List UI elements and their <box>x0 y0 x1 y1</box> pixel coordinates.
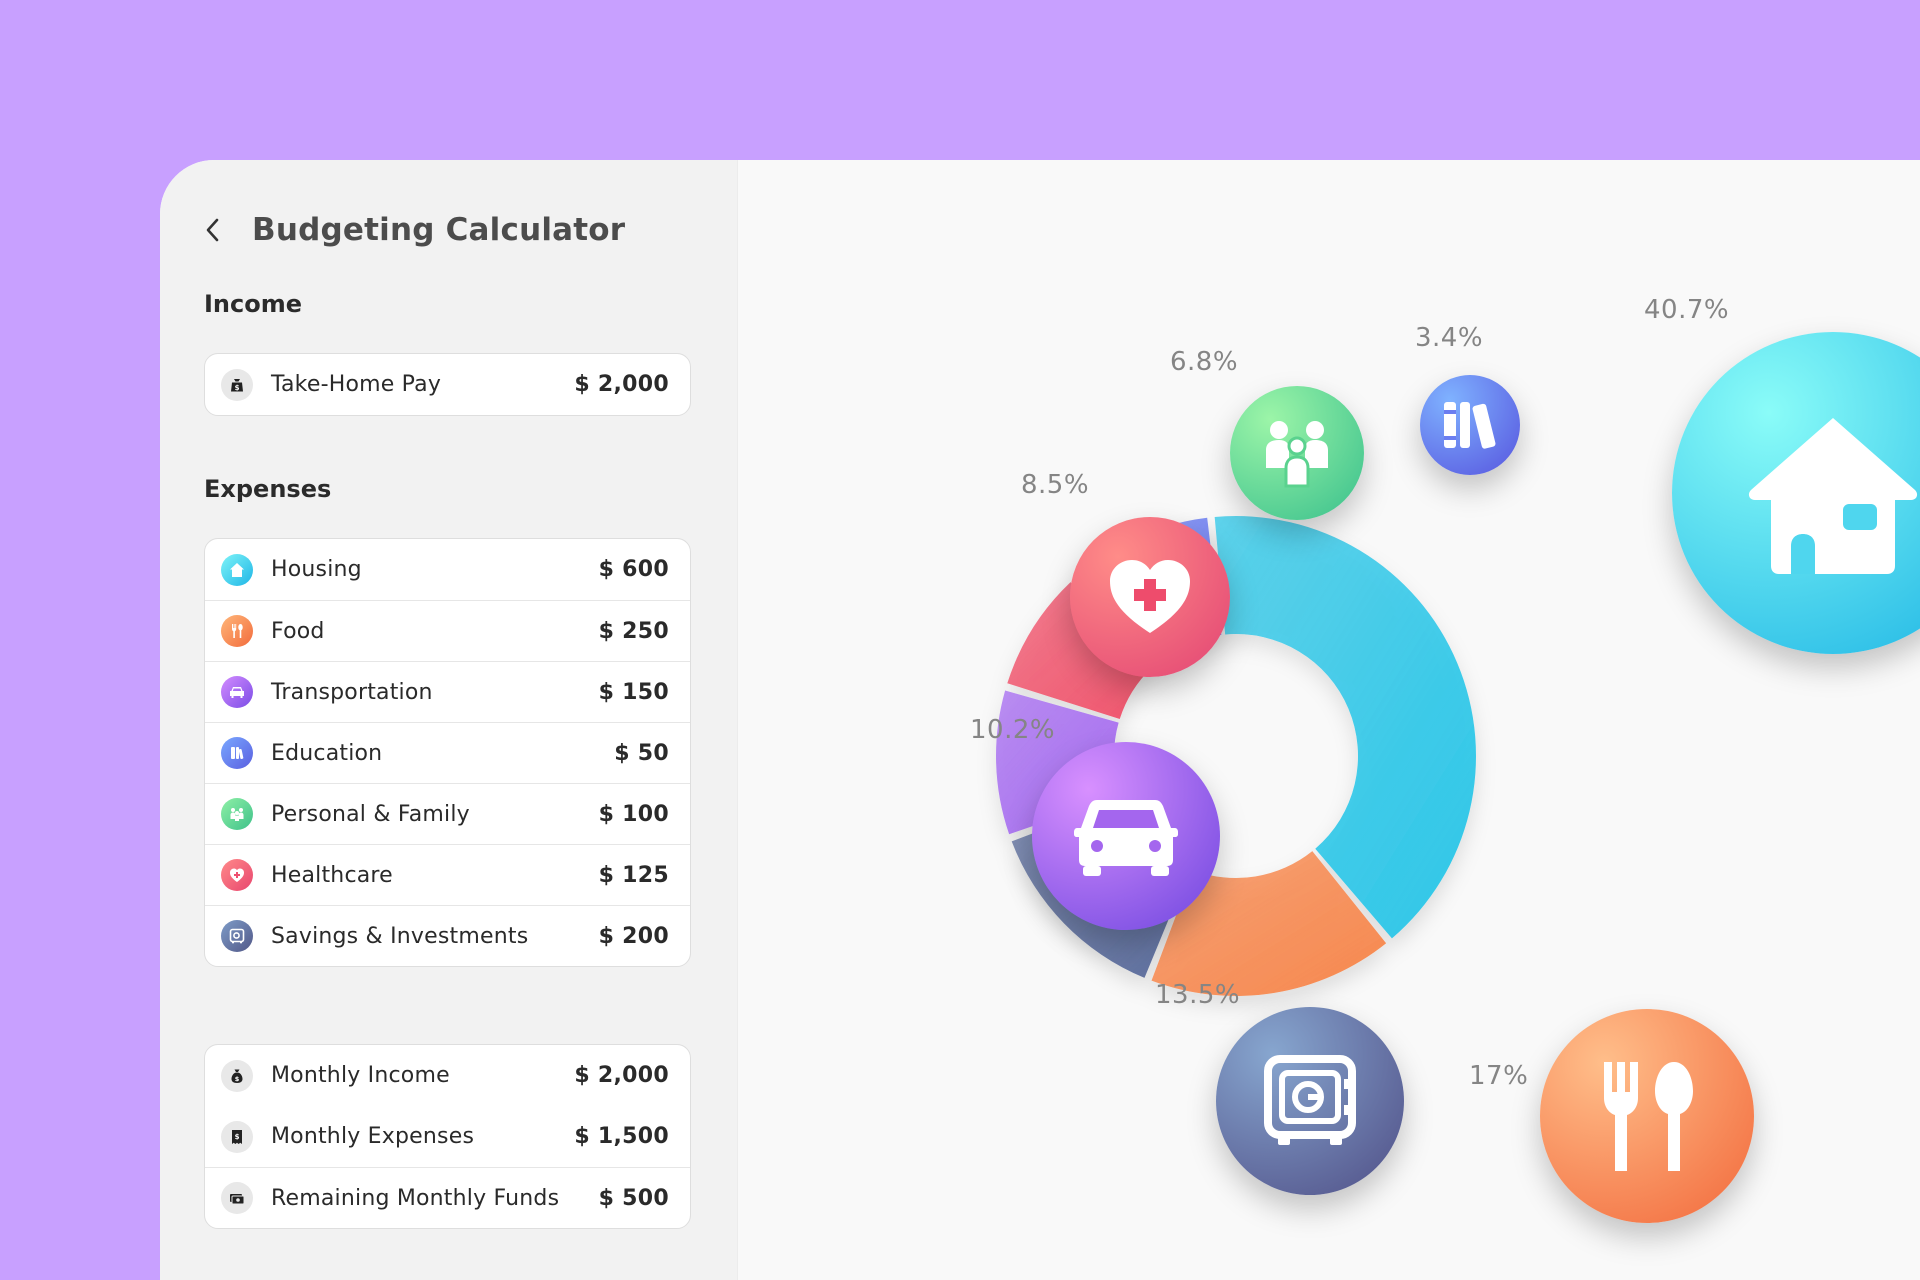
expense-row-personal-family[interactable]: Personal & Family $ 100 <box>205 783 690 844</box>
family-icon <box>1266 421 1328 488</box>
app-window: Budgeting Calculator Income $ Take-Home … <box>160 160 1920 1280</box>
header: Budgeting Calculator <box>198 200 625 260</box>
row-value: $ 2,000 <box>574 1063 669 1088</box>
expense-row-housing[interactable]: Housing $ 600 <box>205 539 690 600</box>
page-title: Budgeting Calculator <box>252 212 626 248</box>
svg-text:$: $ <box>235 1133 240 1141</box>
row-value: $ 200 <box>598 923 669 949</box>
row-label: Healthcare <box>271 862 393 888</box>
pct-label-education: 3.4% <box>1415 323 1484 353</box>
row-label: Take-Home Pay <box>271 372 442 397</box>
income-card: $ Take-Home Pay $ 2,000 <box>204 353 691 416</box>
donut-slice-food <box>1151 851 1387 997</box>
expenses-heading: Expenses <box>204 475 332 503</box>
housing-bubble <box>1672 332 1920 654</box>
row-label: Housing <box>271 557 362 582</box>
chart-area: 40.7% 17% 13.5% 10.2% 8.5% 6.8% 3.4% <box>738 160 1920 1280</box>
row-value: $ 250 <box>598 618 669 644</box>
row-value: $ 50 <box>614 740 669 766</box>
row-label: Education <box>271 740 383 766</box>
fork-spoon-icon <box>1604 1062 1693 1171</box>
row-value: $ 2,000 <box>574 372 669 397</box>
heart-plus-icon <box>221 859 253 891</box>
safe-icon <box>1264 1055 1356 1145</box>
expense-row-transportation[interactable]: Transportation $ 150 <box>205 661 690 722</box>
money-bag-icon: $ <box>221 1059 253 1092</box>
donut-slice-housing <box>1214 516 1476 939</box>
pct-label-personal-family: 6.8% <box>1170 347 1239 377</box>
car-icon <box>1074 800 1178 876</box>
cash-icon <box>221 1182 253 1214</box>
family-icon <box>221 798 253 830</box>
svg-text:$: $ <box>235 1075 240 1083</box>
money-bag-icon: $ <box>221 368 253 401</box>
transportation-bubble <box>1032 742 1220 930</box>
car-icon <box>221 676 253 708</box>
food-bubble <box>1540 1009 1754 1223</box>
row-value: $ 150 <box>598 679 669 705</box>
chevron-left-icon <box>206 218 219 242</box>
row-value: $ 125 <box>598 862 669 888</box>
row-value: $ 600 <box>598 557 669 582</box>
summary-row-monthly-income: $ Monthly Income $ 2,000 <box>205 1045 690 1106</box>
house-icon <box>1748 418 1918 574</box>
safe-icon <box>221 920 253 952</box>
pct-label-healthcare: 8.5% <box>1021 470 1090 500</box>
heart-plus-icon <box>1110 560 1190 633</box>
books-icon <box>221 737 253 769</box>
row-value: $ 500 <box>598 1185 669 1211</box>
house-icon <box>221 553 253 586</box>
pct-label-savings: 13.5% <box>1155 980 1241 1010</box>
summary-card: $ Monthly Income $ 2,000 $ Monthly Expen… <box>204 1044 691 1229</box>
pct-label-transportation: 10.2% <box>970 715 1056 745</box>
summary-row-monthly-expenses: $ Monthly Expenses $ 1,500 <box>205 1106 690 1167</box>
pct-label-food: 17% <box>1469 1061 1529 1091</box>
row-label: Monthly Expenses <box>271 1124 475 1149</box>
back-button[interactable] <box>198 215 228 245</box>
row-value: $ 1,500 <box>574 1124 669 1149</box>
education-bubble <box>1420 375 1520 475</box>
fork-spoon-icon <box>221 615 253 647</box>
row-label: Monthly Income <box>271 1063 450 1088</box>
row-label: Savings & Investments <box>271 923 529 949</box>
expenses-card: Housing $ 600 Food $ 250 Transportation … <box>204 538 691 967</box>
expense-row-education[interactable]: Education $ 50 <box>205 722 690 783</box>
expense-row-healthcare[interactable]: Healthcare $ 125 <box>205 844 690 905</box>
row-label: Remaining Monthly Funds <box>271 1185 560 1211</box>
savings-bubble <box>1216 1007 1404 1195</box>
summary-row-remaining-funds: Remaining Monthly Funds $ 500 <box>205 1167 690 1228</box>
row-label: Transportation <box>271 679 433 705</box>
healthcare-bubble <box>1070 517 1230 677</box>
expense-row-food[interactable]: Food $ 250 <box>205 600 690 661</box>
pct-label-housing: 40.7% <box>1644 295 1730 325</box>
expense-row-savings-investments[interactable]: Savings & Investments $ 200 <box>205 905 690 966</box>
books-icon <box>1444 402 1496 449</box>
receipt-icon: $ <box>221 1120 253 1153</box>
income-row-take-home-pay[interactable]: $ Take-Home Pay $ 2,000 <box>205 354 690 415</box>
personal-family-bubble <box>1230 386 1364 520</box>
svg-text:$: $ <box>235 384 240 392</box>
income-heading: Income <box>204 290 303 318</box>
row-label: Food <box>271 618 325 644</box>
donut-slice-healthcare <box>1007 582 1152 720</box>
sidebar: Budgeting Calculator Income $ Take-Home … <box>160 160 738 1280</box>
row-value: $ 100 <box>598 801 669 827</box>
row-label: Personal & Family <box>271 801 470 827</box>
